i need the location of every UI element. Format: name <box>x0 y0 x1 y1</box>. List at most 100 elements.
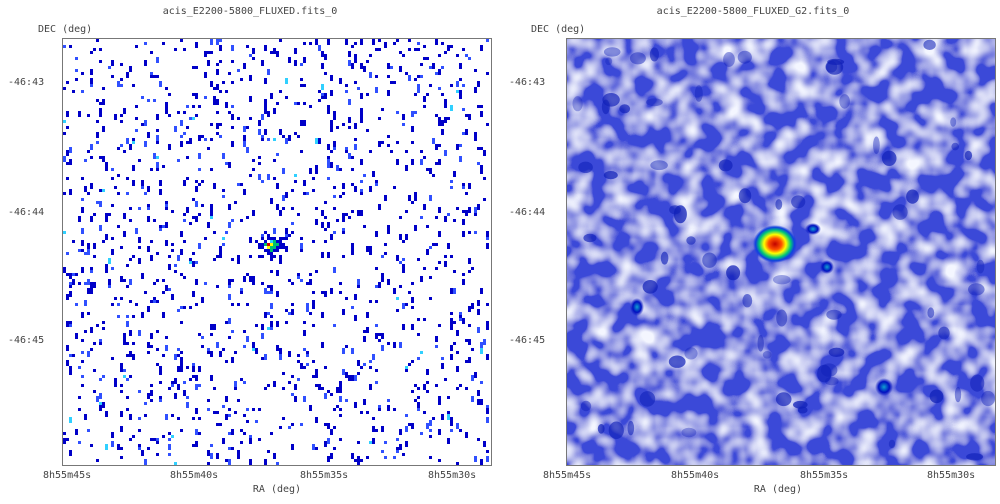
count-pixel <box>270 51 273 54</box>
count-pixel <box>84 330 87 333</box>
count-pixel <box>315 369 318 372</box>
faint-source[interactable] <box>875 378 893 396</box>
count-pixel <box>300 363 303 369</box>
count-pixel <box>444 51 447 54</box>
count-pixel <box>468 183 471 189</box>
count-pixel <box>267 384 270 387</box>
count-pixel <box>405 150 408 153</box>
count-pixel <box>183 381 186 384</box>
count-pixel <box>150 399 153 402</box>
count-pixel <box>375 48 378 51</box>
count-pixel <box>228 279 231 285</box>
count-pixel <box>117 444 120 450</box>
count-pixel <box>468 207 471 213</box>
count-pixel <box>69 45 72 48</box>
count-pixel <box>411 390 414 393</box>
count-pixel <box>240 429 243 432</box>
count-pixel <box>186 177 189 180</box>
bright-source[interactable] <box>753 225 797 263</box>
faint-source[interactable] <box>805 223 821 235</box>
count-pixel <box>180 429 183 432</box>
count-pixel <box>84 186 87 192</box>
count-pixel <box>486 324 489 330</box>
count-pixel <box>300 78 303 81</box>
count-pixel <box>342 123 345 126</box>
count-pixel <box>375 183 378 186</box>
count-pixel <box>330 75 333 81</box>
count-pixel <box>333 426 336 429</box>
count-pixel <box>183 180 186 186</box>
count-pixel <box>459 78 462 81</box>
count-pixel <box>171 243 174 246</box>
smoothed-image[interactable] <box>566 38 996 466</box>
count-pixel <box>261 114 264 120</box>
count-pixel <box>378 204 381 207</box>
count-pixel <box>129 414 132 420</box>
count-pixel <box>141 186 144 189</box>
count-pixel <box>318 138 321 144</box>
count-pixel <box>288 234 291 237</box>
count-pixel <box>294 48 297 54</box>
count-pixel <box>171 294 174 300</box>
count-pixel <box>447 213 450 216</box>
count-pixel <box>396 309 399 312</box>
count-pixel <box>99 60 102 63</box>
count-pixel <box>216 255 219 258</box>
dark-blob <box>629 52 646 65</box>
count-pixel <box>339 396 342 402</box>
count-pixel <box>447 411 450 414</box>
count-pixel <box>225 459 228 462</box>
count-pixel <box>393 81 396 84</box>
count-pixel <box>111 432 114 435</box>
count-pixel <box>81 72 84 75</box>
count-pixel <box>168 144 171 150</box>
count-pixel <box>375 267 378 270</box>
count-pixel <box>336 219 339 222</box>
count-pixel <box>456 144 459 150</box>
count-pixel <box>111 237 114 240</box>
count-pixel <box>252 57 255 60</box>
count-pixel <box>96 201 99 204</box>
count-pixel <box>156 135 159 141</box>
count-pixel <box>195 384 198 390</box>
count-pixel <box>279 258 282 264</box>
count-pixel <box>327 456 330 462</box>
count-pixel <box>450 180 453 183</box>
count-pixel <box>321 291 324 294</box>
count-pixel <box>252 408 255 411</box>
count-pixel <box>246 216 249 219</box>
count-pixel <box>288 381 291 384</box>
sparse-counts-image[interactable] <box>62 38 492 466</box>
count-pixel <box>426 57 429 60</box>
count-pixel <box>123 333 126 339</box>
count-pixel <box>456 90 459 93</box>
count-pixel <box>153 282 156 285</box>
count-pixel <box>402 270 405 273</box>
count-pixel <box>387 228 390 234</box>
dark-blob <box>639 391 656 407</box>
count-pixel <box>234 411 237 414</box>
faint-source[interactable] <box>820 260 834 274</box>
count-pixel <box>342 369 345 375</box>
count-pixel <box>285 96 288 99</box>
count-pixel <box>90 327 93 333</box>
count-pixel <box>192 252 195 255</box>
count-pixel <box>168 453 171 456</box>
count-pixel <box>171 435 174 438</box>
dark-blob <box>742 294 753 308</box>
faint-source[interactable] <box>630 298 644 316</box>
count-pixel <box>372 426 375 432</box>
count-pixel <box>270 255 273 258</box>
count-pixel <box>210 210 213 216</box>
count-pixel <box>138 237 141 243</box>
count-pixel <box>288 312 291 315</box>
count-pixel <box>429 297 432 300</box>
count-pixel <box>468 324 471 327</box>
count-pixel <box>426 369 429 372</box>
dark-blob <box>938 326 950 340</box>
count-pixel <box>303 180 306 183</box>
count-pixel <box>123 150 126 153</box>
ra-tick-label: 8h55m45s <box>543 470 592 481</box>
count-pixel <box>195 279 198 285</box>
count-pixel <box>330 126 333 132</box>
